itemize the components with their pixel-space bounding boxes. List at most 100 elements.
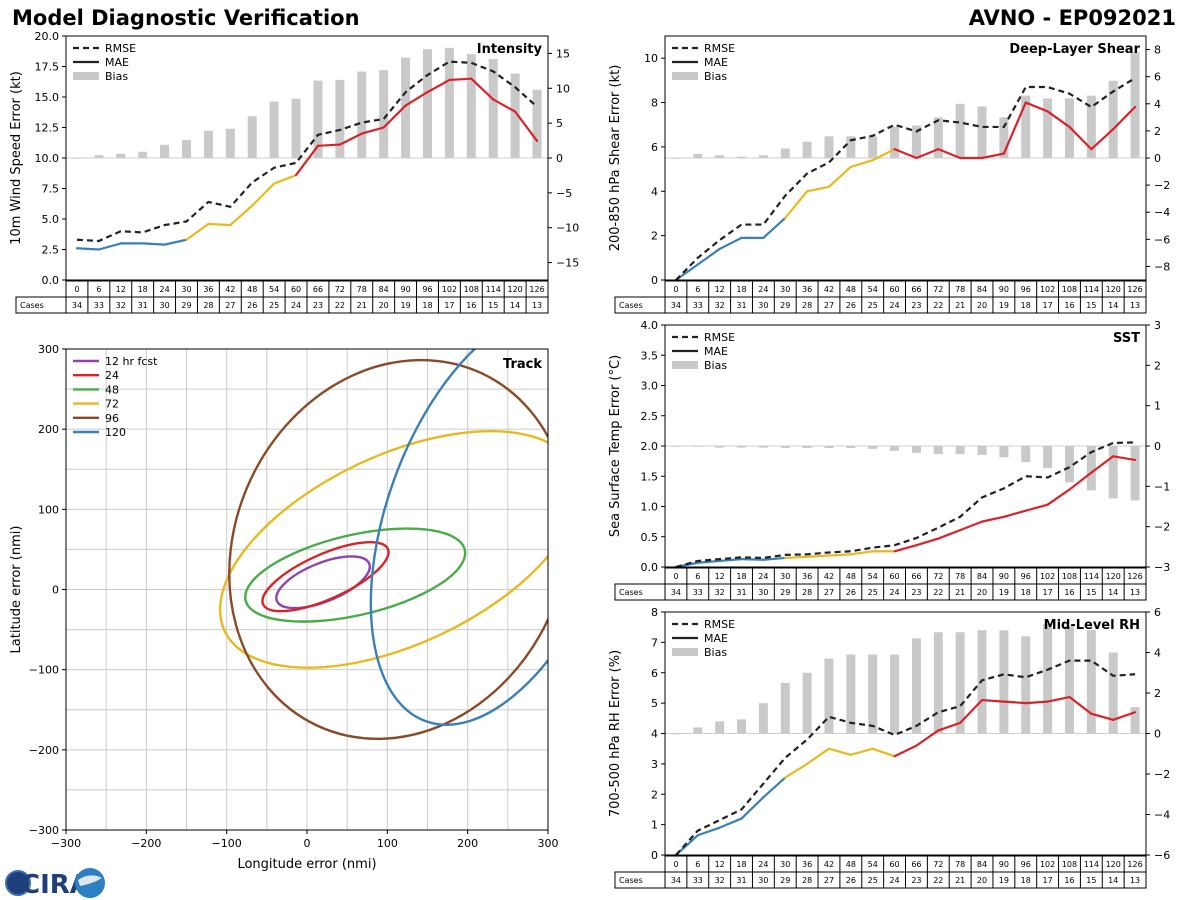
y2-tick-label: 2 — [1154, 359, 1161, 372]
legend-rmse-label: RMSE — [704, 331, 735, 344]
bias-bar — [780, 446, 790, 449]
bias-bar — [182, 139, 191, 158]
y-tick-label: 2 — [651, 788, 658, 801]
bias-bar — [1043, 446, 1053, 469]
y-tick-label: 10 — [644, 52, 658, 65]
cases-cell: 14 — [1108, 876, 1118, 885]
cases-cell: 24 — [889, 876, 899, 885]
cases-cell: 18 — [1021, 876, 1031, 885]
cases-cell: 19 — [400, 301, 410, 310]
y-tick-label: −300 — [29, 824, 59, 837]
lead-time-cell: 72 — [933, 285, 943, 294]
y-tick-label: 2.5 — [641, 410, 659, 423]
mae-line-segment — [784, 190, 809, 219]
bias-bar — [1043, 624, 1053, 734]
y2-tick-label: 8 — [1154, 44, 1161, 57]
bias-bar — [955, 446, 965, 455]
cases-cell: 18 — [1021, 588, 1031, 597]
legend-mae-label: MAE — [704, 345, 728, 358]
lead-time-cell: 84 — [977, 860, 987, 869]
lead-time-cell: 78 — [955, 860, 965, 869]
cases-cell: 23 — [313, 301, 323, 310]
cases-cell: 16 — [1064, 588, 1074, 597]
cases-cell: 32 — [715, 588, 725, 597]
bias-bar — [693, 446, 703, 447]
bias-bar — [802, 446, 812, 449]
cases-cell: 21 — [357, 301, 367, 310]
mae-line-segment — [1046, 110, 1071, 129]
mae-line-segment — [382, 104, 407, 129]
mae-line-segment — [492, 98, 517, 113]
cases-cell: 27 — [225, 301, 235, 310]
mae-line-segment — [1090, 128, 1115, 151]
y2-tick-label: −2 — [1154, 521, 1170, 534]
lead-time-cell: 90 — [999, 285, 1009, 294]
lead-time-cell: 18 — [736, 572, 746, 581]
lead-time-cell: 102 — [1040, 285, 1055, 294]
cases-cell: 15 — [1086, 301, 1096, 310]
y-tick-label: 7.5 — [42, 183, 60, 196]
mae-line-segment — [718, 558, 743, 563]
y-tick-label: 4 — [651, 185, 658, 198]
legend-label: 12 hr fcst — [105, 355, 158, 368]
y-tick-label: 3.0 — [641, 380, 659, 393]
lead-time-cell: 24 — [758, 285, 768, 294]
bias-bar — [868, 654, 878, 734]
rmse-line — [76, 60, 538, 243]
bias-bar — [247, 116, 257, 158]
lead-time-cell: 126 — [1127, 285, 1142, 294]
mae-line-segment — [827, 747, 852, 756]
bias-bar — [693, 727, 703, 734]
lead-time-cell: 54 — [868, 285, 878, 294]
x-tick-label: −100 — [212, 837, 242, 850]
bias-bar — [846, 136, 856, 158]
cases-cell: 14 — [1108, 301, 1118, 310]
mae-line-segment — [1112, 711, 1137, 721]
bias-bar — [488, 59, 498, 158]
y-tick-label: 12.5 — [35, 122, 60, 135]
y-tick-label: 6 — [651, 141, 658, 154]
lead-time-cell: 114 — [1084, 285, 1099, 294]
cases-row — [614, 583, 1147, 601]
legend-bias-swatch — [672, 648, 698, 656]
bias-bar — [890, 654, 900, 734]
bias-bar — [824, 136, 834, 158]
lead-time-cell: 84 — [379, 285, 389, 294]
cases-cell: 33 — [94, 301, 104, 310]
legend-bias-swatch — [672, 361, 698, 369]
y-tick-label: 3 — [651, 758, 658, 771]
cases-cell: 19 — [999, 588, 1009, 597]
legend-mae-label: MAE — [704, 632, 728, 645]
cases-cell: 31 — [736, 588, 746, 597]
lead-time-cell: 60 — [889, 572, 899, 581]
lead-time-cell: 108 — [1062, 860, 1077, 869]
y-tick-label: 0 — [52, 584, 59, 597]
legend-bias-label: Bias — [704, 646, 727, 659]
lead-time-cell: 60 — [291, 285, 301, 294]
panel-title: SST — [1113, 331, 1140, 346]
y2-tick-label: 0 — [1154, 440, 1161, 453]
bias-bar — [1021, 95, 1031, 158]
cases-cell: 15 — [1086, 876, 1096, 885]
mae-line-segment — [762, 216, 787, 239]
cases-cell: 19 — [999, 301, 1009, 310]
cases-cell: 17 — [1043, 588, 1053, 597]
y2-tick-label: −4 — [1154, 809, 1170, 822]
bias-bar — [780, 682, 790, 734]
mae-line-segment — [937, 528, 962, 540]
cases-cell: 22 — [933, 301, 943, 310]
lead-time-cell: 54 — [868, 860, 878, 869]
cases-cell: 29 — [181, 301, 191, 310]
lead-time-cell: 102 — [1040, 572, 1055, 581]
lead-time-cell: 114 — [1084, 572, 1099, 581]
cases-cell: 13 — [1130, 876, 1140, 885]
lead-time-cell: 96 — [1021, 285, 1031, 294]
bias-bar — [401, 57, 411, 158]
bias-bar — [1108, 652, 1118, 734]
cases-cell: 23 — [911, 588, 921, 597]
y-tick-label: 15.0 — [35, 91, 60, 104]
mae-line-segment — [849, 159, 874, 168]
logo-globe-left — [5, 870, 31, 896]
lead-time-cell: 36 — [802, 572, 812, 581]
